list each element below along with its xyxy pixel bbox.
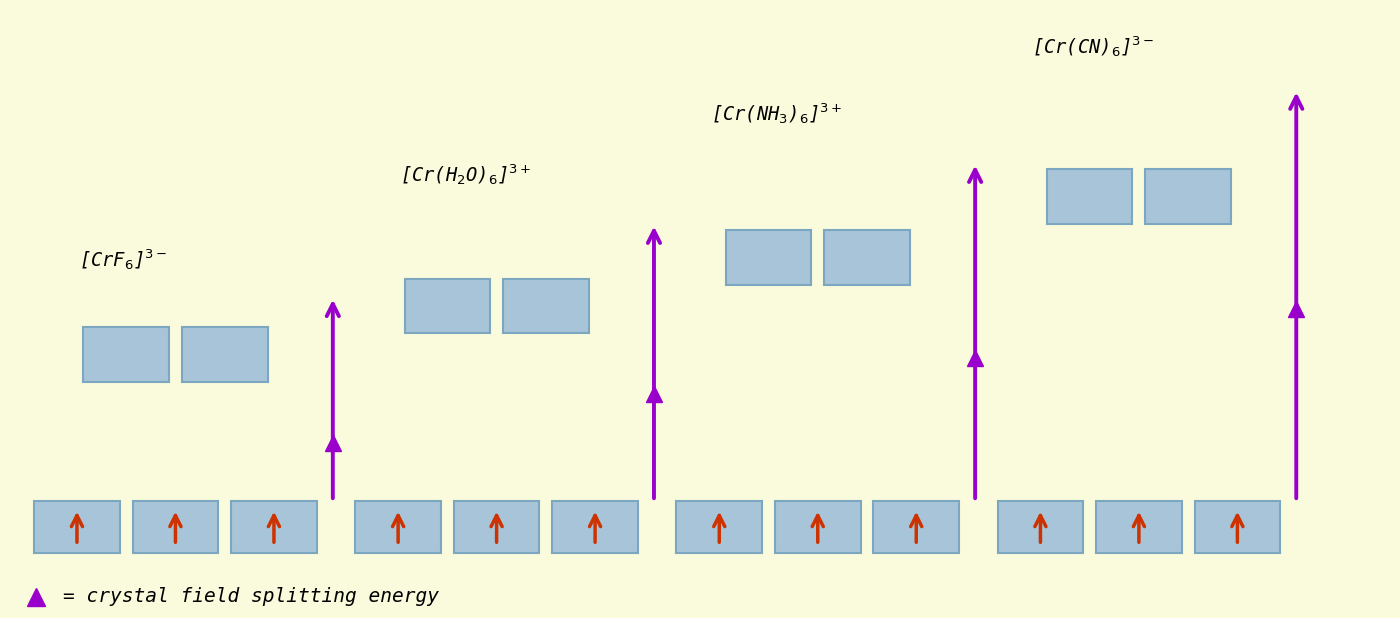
Bar xyxy=(1145,169,1231,224)
Text: [Cr(CN)$_6$]$^{3-}$: [Cr(CN)$_6$]$^{3-}$ xyxy=(1032,34,1154,59)
Bar xyxy=(182,328,267,382)
Text: [Cr(NH$_3$)$_6$]$^{3+}$: [Cr(NH$_3$)$_6$]$^{3+}$ xyxy=(711,101,841,126)
Bar xyxy=(874,501,959,553)
Bar xyxy=(34,501,120,553)
Bar xyxy=(84,328,169,382)
Bar xyxy=(1047,169,1133,224)
Text: [CrF$_6$]$^{3-}$: [CrF$_6$]$^{3-}$ xyxy=(80,248,168,273)
Bar xyxy=(552,501,638,553)
Bar xyxy=(231,501,316,553)
Bar xyxy=(405,279,490,333)
Bar xyxy=(725,230,812,285)
Bar xyxy=(503,279,588,333)
Text: = crystal field splitting energy: = crystal field splitting energy xyxy=(63,587,440,606)
Bar xyxy=(133,501,218,553)
Bar xyxy=(1194,501,1280,553)
Bar xyxy=(1096,501,1182,553)
Text: [Cr(H$_2$O)$_6$]$^{3+}$: [Cr(H$_2$O)$_6$]$^{3+}$ xyxy=(400,163,532,187)
Bar xyxy=(998,501,1084,553)
Bar xyxy=(356,501,441,553)
Bar xyxy=(776,501,861,553)
Bar xyxy=(454,501,539,553)
Bar xyxy=(676,501,762,553)
Bar xyxy=(825,230,910,285)
